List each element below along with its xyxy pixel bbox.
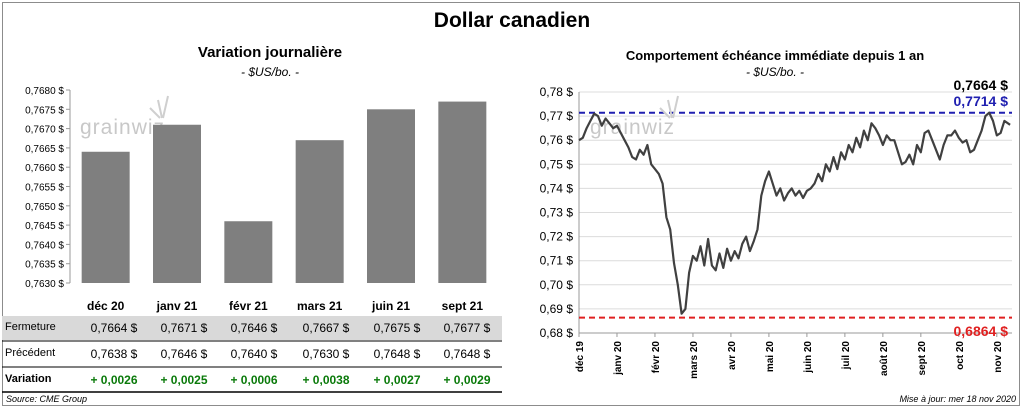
bar-category-label: janv 21 (156, 299, 198, 313)
line-chart-subtitle: - $US/bo. - (745, 65, 805, 79)
table-row-variation: Variation + 0,0026 + 0,0025 + 0,0006 + 0… (2, 368, 502, 392)
row-label: Variation (5, 373, 52, 385)
line-x-tick-label: déc 19 (575, 341, 586, 373)
bar-y-tick-label: 0,7670 $ (25, 125, 64, 136)
line-x-tick-label: sept 20 (917, 341, 928, 376)
table-row-close: Fermeture 0,7664 $ 0,7671 $ 0,7646 $ 0,7… (2, 316, 502, 340)
table-cell: 0,7648 $ (443, 347, 491, 361)
table-row-previous: Précédent 0,7638 $ 0,7646 $ 0,7640 $ 0,7… (2, 342, 502, 366)
bar-category-label: juin 21 (371, 299, 410, 313)
bar-y-tick-label: 0,7645 $ (25, 221, 64, 232)
line-y-tick-label: 0,78 $ (540, 85, 574, 99)
table-cell: 0,7646 $ (230, 321, 278, 335)
row-label: Fermeture (5, 321, 56, 333)
update-note: Mise à jour: mer 18 nov 2020 (899, 394, 1016, 404)
line-y-tick-label: 0,77 $ (540, 109, 574, 123)
bar (81, 151, 130, 283)
line-x-tick-label: juil 20 (841, 341, 852, 371)
bar (295, 140, 344, 283)
bar-chart-subtitle: - $US/bo. - (240, 65, 300, 79)
line-y-tick-label: 0,68 $ (540, 326, 574, 340)
line-y-tick-label: 0,71 $ (540, 254, 574, 268)
bar-y-tick-label: 0,7665 $ (25, 144, 64, 155)
page-title: Dollar canadien (433, 9, 591, 32)
last-value-label: 0,7664 $ (953, 77, 1009, 93)
line-x-tick-label: mai 20 (765, 341, 776, 373)
line-x-tick-label: juin 20 (803, 341, 814, 374)
low-value-label: 0,6864 $ (953, 323, 1009, 339)
price-series-line (578, 111, 1011, 315)
bar-category-label: févr 21 (229, 299, 268, 313)
line-x-tick-label: oct 20 (955, 341, 966, 370)
line-x-tick-label: janv 20 (613, 341, 624, 376)
table-cell: + 0,0025 (160, 373, 208, 387)
line-y-tick-label: 0,75 $ (540, 157, 574, 171)
source-note: Source: CME Group (6, 394, 88, 404)
line-y-tick-label: 0,72 $ (540, 230, 574, 244)
line-y-tick-label: 0,74 $ (540, 181, 574, 195)
line-chart-title: Comportement échéance immédiate depuis 1… (625, 48, 925, 63)
bar-y-tick-label: 0,7655 $ (25, 183, 64, 194)
bar-y-tick-label: 0,7660 $ (25, 163, 64, 174)
bar-category-label: mars 21 (297, 299, 343, 313)
line-y-tick-label: 0,69 $ (540, 302, 574, 316)
line-x-tick-label: févr 20 (651, 341, 662, 374)
bar (224, 221, 273, 283)
table-cell: 0,7667 $ (302, 321, 350, 335)
table-cell: 0,7630 $ (302, 347, 350, 361)
watermark-leaf-icon (659, 95, 679, 119)
table-cell: 0,7646 $ (160, 347, 208, 361)
line-chart-watermark: grainwiz (590, 116, 676, 139)
table-cell: + 0,0029 (443, 373, 491, 387)
line-y-tick-label: 0,73 $ (540, 206, 574, 220)
table-cell: + 0,0026 (90, 373, 138, 387)
bar-y-tick-label: 0,7635 $ (25, 260, 64, 271)
bar-y-tick-label: 0,7640 $ (25, 240, 64, 251)
table-cell: 0,7640 $ (230, 347, 278, 361)
table-cell: + 0,0027 (373, 373, 421, 387)
table-cell: 0,7675 $ (373, 321, 421, 335)
table-cell: 0,7677 $ (443, 321, 491, 335)
line-x-tick-label: avr 20 (727, 341, 738, 370)
line-y-tick-label: 0,76 $ (540, 133, 574, 147)
table-cell: 0,7671 $ (160, 321, 208, 335)
bar-y-tick-label: 0,7630 $ (25, 279, 64, 290)
bar-category-label: sept 21 (442, 299, 484, 313)
row-label: Précédent (5, 347, 56, 359)
bar-y-tick-label: 0,7650 $ (25, 202, 64, 213)
high-value-label: 0,7714 $ (953, 93, 1009, 109)
line-y-tick-label: 0,70 $ (540, 278, 574, 292)
table-cell: 0,7648 $ (373, 347, 421, 361)
bar-y-tick-label: 0,7675 $ (25, 105, 64, 116)
bar-chart-watermark: grainwiz (80, 116, 166, 139)
line-x-tick-label: nov 20 (993, 341, 1004, 373)
bar-chart-title: Variation journalière (197, 44, 343, 61)
line-x-tick-label: mars 20 (689, 341, 700, 379)
table-cell: + 0,0038 (302, 373, 350, 387)
chart-frame (2, 2, 1020, 406)
table-cell: 0,7638 $ (90, 347, 138, 361)
table-cell: 0,7664 $ (90, 321, 138, 335)
line-x-tick-label: août 20 (879, 341, 890, 376)
bar-y-tick-label: 0,7680 $ (25, 86, 64, 97)
table-cell: + 0,0006 (230, 373, 278, 387)
bar (153, 124, 201, 284)
watermark-leaf-icon (149, 95, 169, 119)
bar (438, 101, 487, 283)
bar-category-label: déc 20 (87, 299, 125, 313)
bar (367, 109, 415, 283)
